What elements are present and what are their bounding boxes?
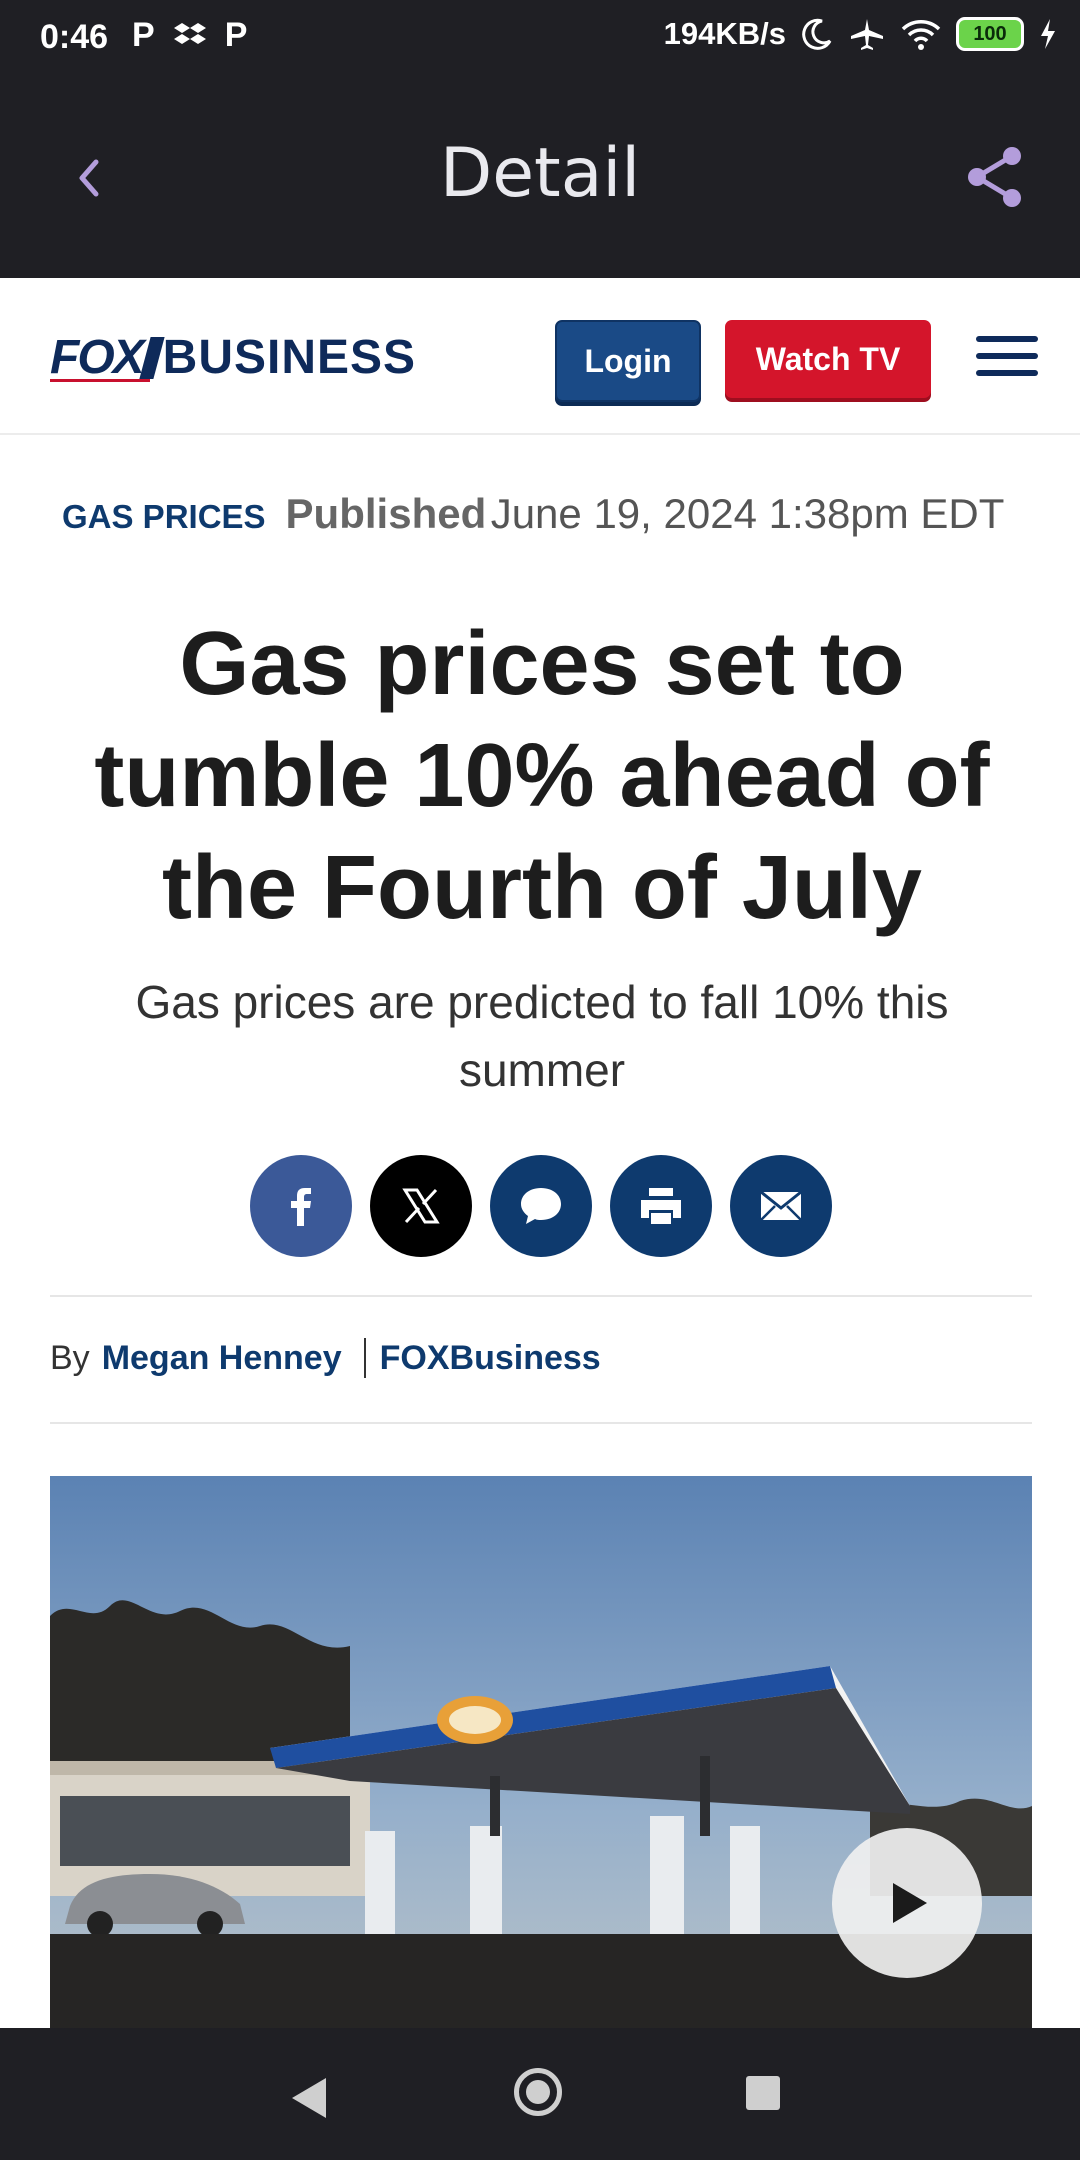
notification-p-icon: P [132, 16, 155, 54]
print-icon [641, 1188, 681, 1224]
facebook-icon [291, 1188, 311, 1226]
byline-prefix: By [50, 1338, 90, 1377]
source-link[interactable]: FOXBusiness [379, 1338, 601, 1377]
article-subhead: Gas prices are predicted to fall 10% thi… [135, 976, 949, 1096]
gas-station-photo [50, 1476, 1032, 2028]
site-header: FOX BUSINESS Login Watch TV [0, 278, 1080, 435]
byline-separator [363, 1338, 366, 1378]
network-speed: 194KB/s [663, 16, 786, 51]
divider [50, 1295, 1032, 1297]
published-label: Published [285, 490, 487, 537]
email-share-button[interactable] [730, 1155, 832, 1257]
nav-home-icon[interactable] [514, 2068, 562, 2116]
author-link[interactable]: Megan Henney [101, 1338, 342, 1377]
share-icon[interactable] [960, 142, 1030, 212]
app-bar-title: Detail [439, 134, 641, 213]
comments-button[interactable] [490, 1155, 592, 1257]
fox-business-logo[interactable]: FOX BUSINESS [50, 330, 416, 385]
email-icon [760, 1190, 802, 1221]
back-icon[interactable] [64, 148, 114, 208]
dropbox-icon [173, 22, 206, 44]
airplane-icon [851, 19, 883, 50]
published-date: June 19, 2024 1:38pm EDT [490, 490, 1005, 537]
status-time: 0:46 [40, 18, 109, 56]
x-icon [402, 1188, 440, 1224]
moon-icon [802, 18, 832, 50]
notification-p-icon: P [224, 16, 248, 54]
watch-tv-button[interactable]: Watch TV [725, 320, 931, 398]
print-button[interactable] [610, 1155, 712, 1257]
play-button[interactable] [832, 1828, 982, 1978]
battery-icon: 100 [956, 17, 1024, 51]
facebook-share-button[interactable] [250, 1155, 352, 1257]
login-button[interactable]: Login [555, 320, 701, 402]
wifi-icon [901, 20, 941, 50]
byline: By Megan Henney FOXBusiness [50, 1338, 601, 1378]
logo-business: BUSINESS [162, 331, 417, 384]
article-headline: Gas prices set to tumble 10% ahead of th… [94, 614, 990, 938]
nav-recents-icon[interactable] [746, 2076, 780, 2110]
nav-back-icon[interactable] [292, 2078, 326, 2118]
article-meta: GAS PRICES Published June 19, 2024 1:38p… [62, 490, 1004, 538]
status-bar: 0:46 P P 194KB/s 100 [0, 0, 1080, 76]
comment-icon [521, 1188, 561, 1224]
charging-icon [1041, 19, 1055, 49]
app-bar: Detail [0, 76, 1080, 278]
divider [50, 1422, 1032, 1424]
logo-fox: FOX [50, 331, 145, 384]
category-link[interactable]: GAS PRICES [62, 498, 266, 535]
play-icon [893, 1883, 927, 1923]
article-hero-video[interactable] [50, 1476, 1032, 2028]
status-right: 194KB/s 100 [664, 16, 1058, 52]
x-share-button[interactable] [370, 1155, 472, 1257]
notification-icons: P P [132, 16, 247, 55]
share-buttons [250, 1155, 832, 1257]
system-nav-bar [0, 2028, 1080, 2160]
menu-icon[interactable] [976, 336, 1038, 380]
